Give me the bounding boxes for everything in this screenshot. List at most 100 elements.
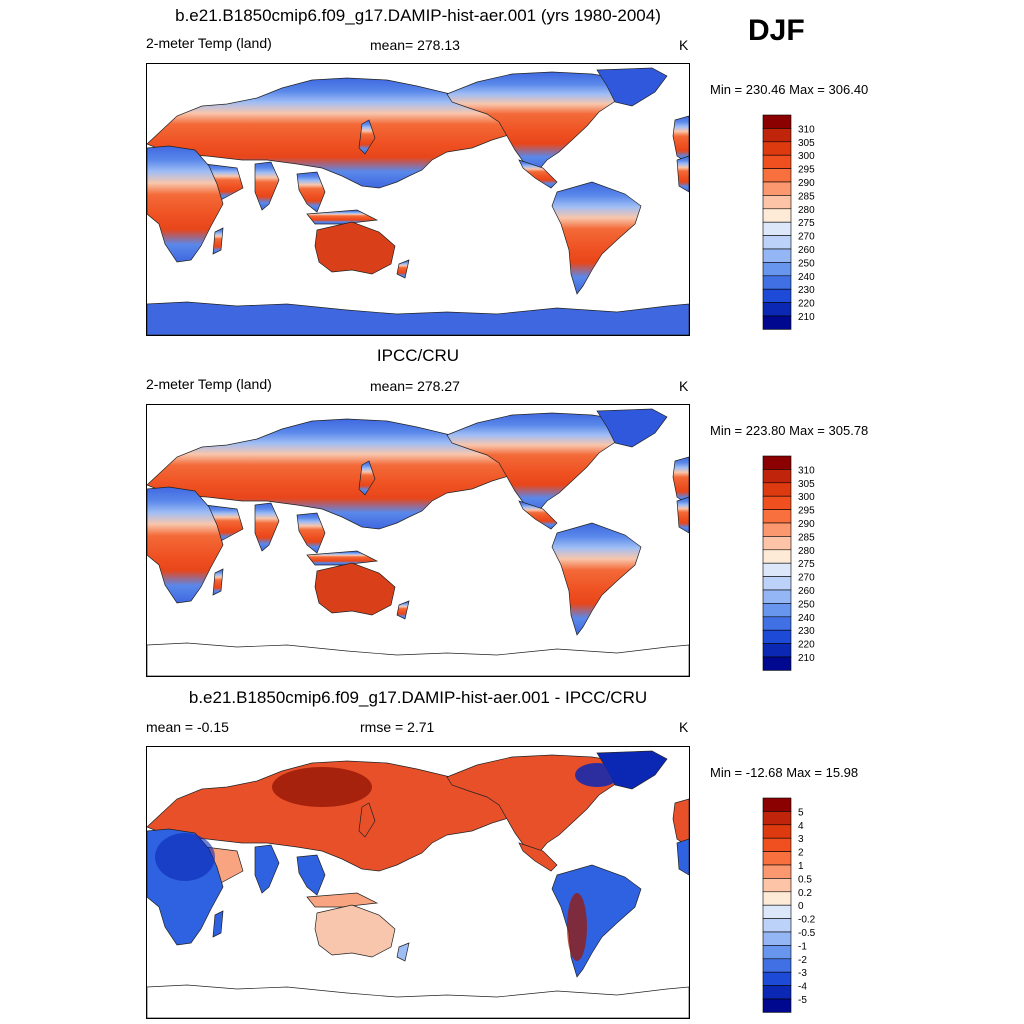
colorbar-box-7 — [762, 549, 792, 564]
landmass-seasia — [296, 171, 326, 213]
landmass-samerica — [551, 864, 642, 978]
anomaly-andes — [567, 893, 587, 961]
landmass-eurasia — [147, 418, 530, 530]
colorbar-box-6 — [762, 195, 792, 210]
landmass-madagascar — [212, 227, 224, 255]
colorbar-box-12 — [762, 958, 792, 973]
landmass-samerica — [551, 522, 642, 636]
colorbar-label-13: -4 — [798, 982, 807, 993]
panel-3-map — [146, 746, 690, 1019]
landmass-camerica — [518, 500, 558, 530]
landmass-japan — [358, 460, 376, 496]
colorbar-box-15 — [762, 315, 792, 330]
colorbar-box-8 — [762, 562, 792, 577]
landmass-india — [254, 502, 280, 552]
colorbar-label-4: 290 — [798, 178, 815, 189]
colorbar-label-11: 240 — [798, 613, 815, 624]
colorbar-label-11: -2 — [798, 955, 807, 966]
colorbar-box-1 — [762, 128, 792, 143]
colorbar-box-1 — [762, 469, 792, 484]
colorbar-label-1: 305 — [798, 138, 815, 149]
colorbar-box-5 — [762, 864, 792, 879]
landmass-madagascar — [212, 568, 224, 596]
colorbar-label-1: 4 — [798, 821, 804, 832]
landmass-australia — [314, 562, 396, 616]
colorbar-label-6: 280 — [798, 546, 815, 557]
panel-1-minmax: Min = 230.46 Max = 306.40 — [710, 82, 869, 97]
colorbar-box-8 — [762, 221, 792, 236]
colorbar-box-9 — [762, 918, 792, 933]
colorbar-box-7 — [762, 891, 792, 906]
landmass-antarctica — [147, 984, 689, 1018]
panel-1-map-svg — [147, 67, 689, 335]
panel-2-variable-label: 2-meter Temp (land) — [146, 376, 272, 392]
colorbar-box-4 — [762, 168, 792, 183]
colorbar-box-3 — [762, 837, 792, 852]
panel-3-units: K — [679, 719, 689, 735]
landmass-greenland — [596, 67, 668, 107]
colorbar-box-15 — [762, 998, 792, 1013]
colorbar-label-12: -3 — [798, 968, 807, 979]
colorbar-box-5 — [762, 181, 792, 196]
panel-2-title: IPCC/CRU — [376, 346, 460, 365]
colorbar-label-7: 275 — [798, 218, 815, 229]
panel-3-map-svg — [147, 750, 689, 1018]
colorbar-label-9: 260 — [798, 586, 815, 597]
colorbar-label-10: 250 — [798, 599, 815, 610]
landmass-eurasia — [147, 760, 530, 872]
colorbar-box-2 — [762, 824, 792, 839]
panel-3-minmax: Min = -12.68 Max = 15.98 — [710, 765, 859, 780]
colorbar-label-4: 290 — [798, 519, 815, 530]
colorbar-label-0: 310 — [798, 465, 815, 476]
colorbar-box-14 — [762, 302, 792, 317]
colorbar-box-5 — [762, 522, 792, 537]
panel-1-colorbar: 310 305 300 295 290 285 280 275 270 260 250 240 230 2… — [762, 114, 832, 335]
landmass-madagascar — [212, 910, 224, 938]
landmass-india — [254, 161, 280, 211]
panel-2-map — [146, 404, 690, 677]
colorbar-box-0 — [762, 797, 792, 812]
landmass-antarctica — [147, 301, 689, 335]
landmass-namerica — [446, 412, 628, 514]
colorbar-box-10 — [762, 248, 792, 263]
landmass-africa — [147, 486, 224, 604]
colorbar-box-9 — [762, 235, 792, 250]
landmass-seasia — [296, 512, 326, 554]
colorbar-box-13 — [762, 629, 792, 644]
panel-1-mean-label: mean= 278.13 — [370, 37, 460, 53]
colorbar-label-5: 0.5 — [798, 874, 812, 885]
colorbar-box-14 — [762, 985, 792, 1000]
colorbar-label-2: 3 — [798, 834, 804, 845]
colorbar-label-5: 285 — [798, 191, 815, 202]
colorbar-box-6 — [762, 536, 792, 551]
panel-3-colorbar: 5 4 3 2 1 0.5 0.2 0 -0.2 -0.5 -1 -2 -3 -4 -5 — [762, 797, 832, 1018]
colorbar-label-0: 310 — [798, 124, 815, 135]
colorbar-box-2 — [762, 141, 792, 156]
colorbar-box-10 — [762, 589, 792, 604]
landmass-australia — [314, 904, 396, 958]
landmass-namerica — [446, 71, 628, 173]
landmass-africa_r — [676, 155, 689, 193]
colorbar-box-15 — [762, 656, 792, 671]
panel-2-units: K — [679, 378, 689, 394]
colorbar-label-13: 220 — [798, 640, 815, 651]
panel-1-units: K — [679, 37, 689, 53]
landmass-antarctica — [147, 642, 689, 676]
panel-1-title: b.e21.B1850cmip6.f09_g17.DAMIP-hist-aer.… — [175, 6, 661, 25]
colorbar-box-11 — [762, 262, 792, 277]
colorbar-label-3: 295 — [798, 506, 815, 517]
landmass-africa — [147, 145, 224, 263]
colorbar-label-2: 300 — [798, 492, 815, 503]
anomaly-siberia — [272, 767, 372, 807]
colorbar-box-3 — [762, 154, 792, 169]
colorbar-label-6: 0.2 — [798, 888, 812, 899]
colorbar-box-11 — [762, 945, 792, 960]
colorbar-box-12 — [762, 275, 792, 290]
colorbar-label-9: 260 — [798, 245, 815, 256]
colorbar-box-10 — [762, 931, 792, 946]
colorbar-label-10: 250 — [798, 258, 815, 269]
landmass-samerica — [551, 181, 642, 295]
landmass-camerica — [518, 159, 558, 189]
panel-3-rmse-label: rmse = 2.71 — [360, 719, 435, 735]
landmass-australia — [314, 221, 396, 275]
